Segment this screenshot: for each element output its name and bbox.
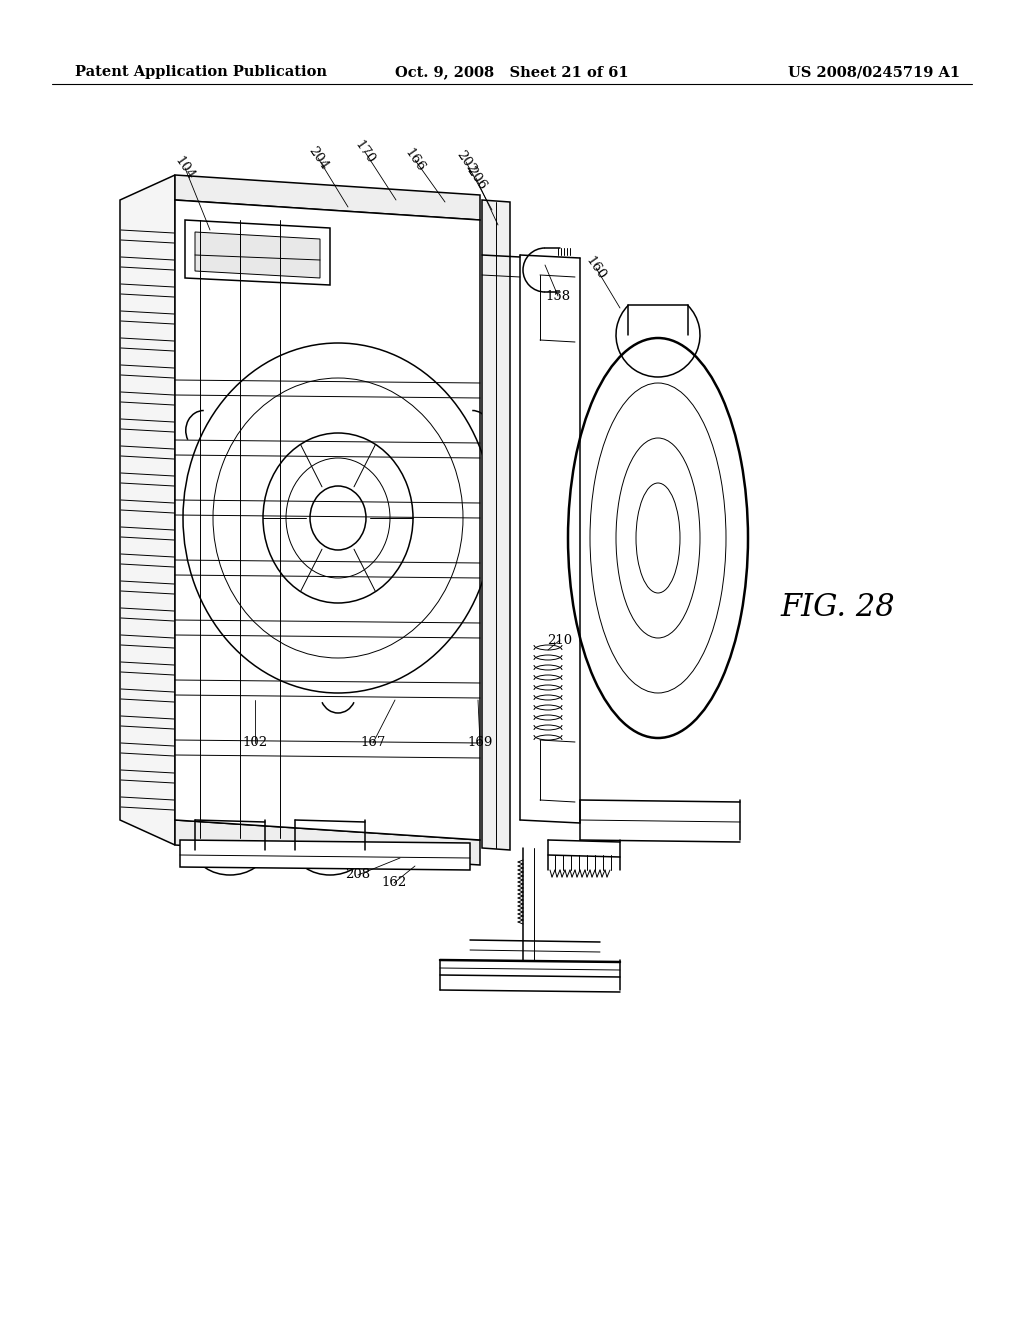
Polygon shape bbox=[120, 176, 175, 845]
Text: 166: 166 bbox=[402, 147, 428, 174]
Text: FIG. 28: FIG. 28 bbox=[780, 593, 895, 623]
Polygon shape bbox=[195, 232, 319, 279]
Text: 170: 170 bbox=[352, 137, 378, 166]
Text: Oct. 9, 2008   Sheet 21 of 61: Oct. 9, 2008 Sheet 21 of 61 bbox=[395, 65, 629, 79]
Polygon shape bbox=[482, 201, 510, 850]
Text: 204: 204 bbox=[305, 144, 331, 172]
Polygon shape bbox=[175, 201, 480, 840]
Text: 167: 167 bbox=[360, 737, 386, 750]
Text: 162: 162 bbox=[381, 876, 407, 890]
Text: Patent Application Publication: Patent Application Publication bbox=[75, 65, 327, 79]
Text: 104: 104 bbox=[172, 154, 198, 182]
Polygon shape bbox=[180, 840, 470, 870]
Text: 210: 210 bbox=[548, 634, 572, 647]
Text: 208: 208 bbox=[345, 869, 371, 882]
Text: US 2008/0245719 A1: US 2008/0245719 A1 bbox=[787, 65, 961, 79]
Text: 169: 169 bbox=[467, 737, 493, 750]
Polygon shape bbox=[175, 176, 480, 220]
Text: 206: 206 bbox=[464, 164, 488, 193]
Polygon shape bbox=[175, 820, 480, 865]
Polygon shape bbox=[185, 220, 330, 285]
Text: 102: 102 bbox=[243, 737, 267, 750]
Text: 160: 160 bbox=[584, 253, 608, 282]
Text: 158: 158 bbox=[546, 289, 570, 302]
Text: 202: 202 bbox=[454, 148, 478, 176]
